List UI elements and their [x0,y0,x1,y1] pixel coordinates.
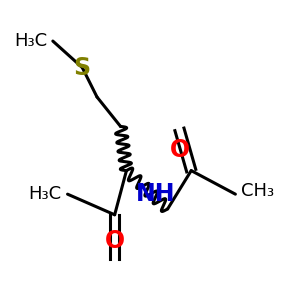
Text: O: O [169,138,190,162]
Text: O: O [105,229,125,253]
Text: H₃C: H₃C [28,185,62,203]
Text: H₃C: H₃C [14,32,47,50]
Text: CH₃: CH₃ [241,182,274,200]
Text: S: S [74,56,91,80]
Text: NH: NH [136,182,176,206]
